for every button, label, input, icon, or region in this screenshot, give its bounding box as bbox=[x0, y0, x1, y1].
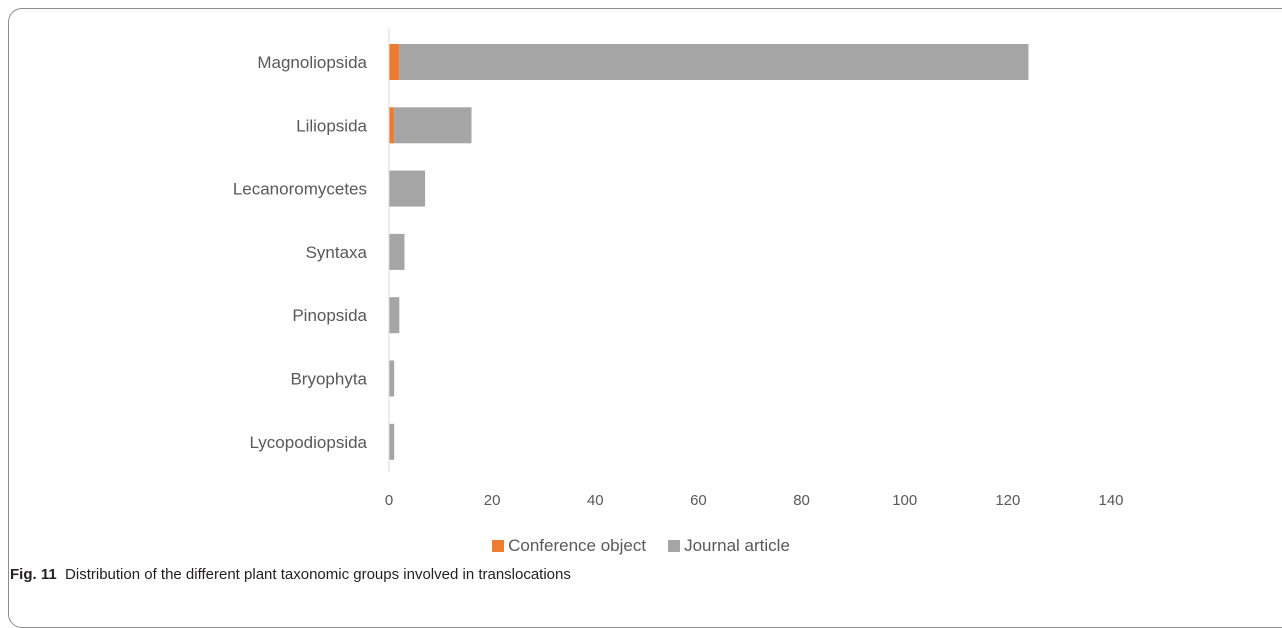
bar-chart: Magnoliopsida Liliopsida Lecanoromycetes Sy… bbox=[233, 28, 1124, 509]
bar-journal-pinopsida bbox=[389, 297, 400, 334]
category-label-magnoliopsida: Magnoliopsida bbox=[257, 53, 367, 72]
category-label-bryophyta: Bryophyta bbox=[290, 370, 367, 389]
bar-journal-liliopsida bbox=[394, 107, 472, 144]
bar-journal-magnoliopsida bbox=[399, 44, 1029, 80]
x-tick-label-0: 0 bbox=[385, 492, 393, 509]
chart-legend: Conference object Journal article bbox=[0, 536, 1282, 556]
bars-layer bbox=[389, 44, 1029, 460]
legend-item-journal: Journal article bbox=[668, 536, 790, 556]
caption-label: Fig. 11 bbox=[10, 566, 57, 583]
bar-conference-liliopsida bbox=[389, 107, 395, 144]
caption-text: Distribution of the different plant taxo… bbox=[65, 566, 571, 583]
x-tick-label-140: 140 bbox=[1098, 492, 1123, 509]
x-axis-ticks: 0 20 40 60 80 100 120 140 bbox=[385, 492, 1124, 509]
x-tick-label-80: 80 bbox=[793, 492, 810, 509]
category-label-pinopsida: Pinopsida bbox=[292, 306, 367, 325]
x-tick-label-60: 60 bbox=[690, 492, 707, 509]
bar-journal-lycopodiopsida bbox=[389, 423, 395, 460]
x-tick-label-120: 120 bbox=[995, 492, 1020, 509]
figure-caption: Fig. 11 Distribution of the different pl… bbox=[10, 566, 571, 583]
legend-swatch-conference bbox=[492, 540, 505, 552]
category-label-lycopodiopsida: Lycopodiopsida bbox=[249, 433, 367, 452]
category-label-liliopsida: Liliopsida bbox=[296, 116, 367, 135]
x-tick-label-20: 20 bbox=[484, 492, 501, 509]
legend-label-conference: Conference object bbox=[508, 536, 647, 555]
legend-label-journal: Journal article bbox=[684, 536, 790, 555]
x-tick-label-40: 40 bbox=[587, 492, 604, 509]
bar-journal-syntaxa bbox=[389, 233, 405, 270]
bar-journal-bryophyta bbox=[389, 360, 395, 397]
bar-conference-magnoliopsida bbox=[389, 44, 400, 80]
category-label-syntaxa: Syntaxa bbox=[306, 243, 368, 262]
category-label-lecanoromycetes: Lecanoromycetes bbox=[233, 180, 367, 199]
legend-item-conference: Conference object bbox=[492, 536, 646, 556]
legend-swatch-journal bbox=[668, 540, 681, 552]
x-tick-label-100: 100 bbox=[892, 492, 917, 509]
category-labels: Magnoliopsida Liliopsida Lecanoromycetes Sy… bbox=[233, 53, 368, 452]
bar-journal-lecanoromycetes bbox=[389, 170, 426, 207]
